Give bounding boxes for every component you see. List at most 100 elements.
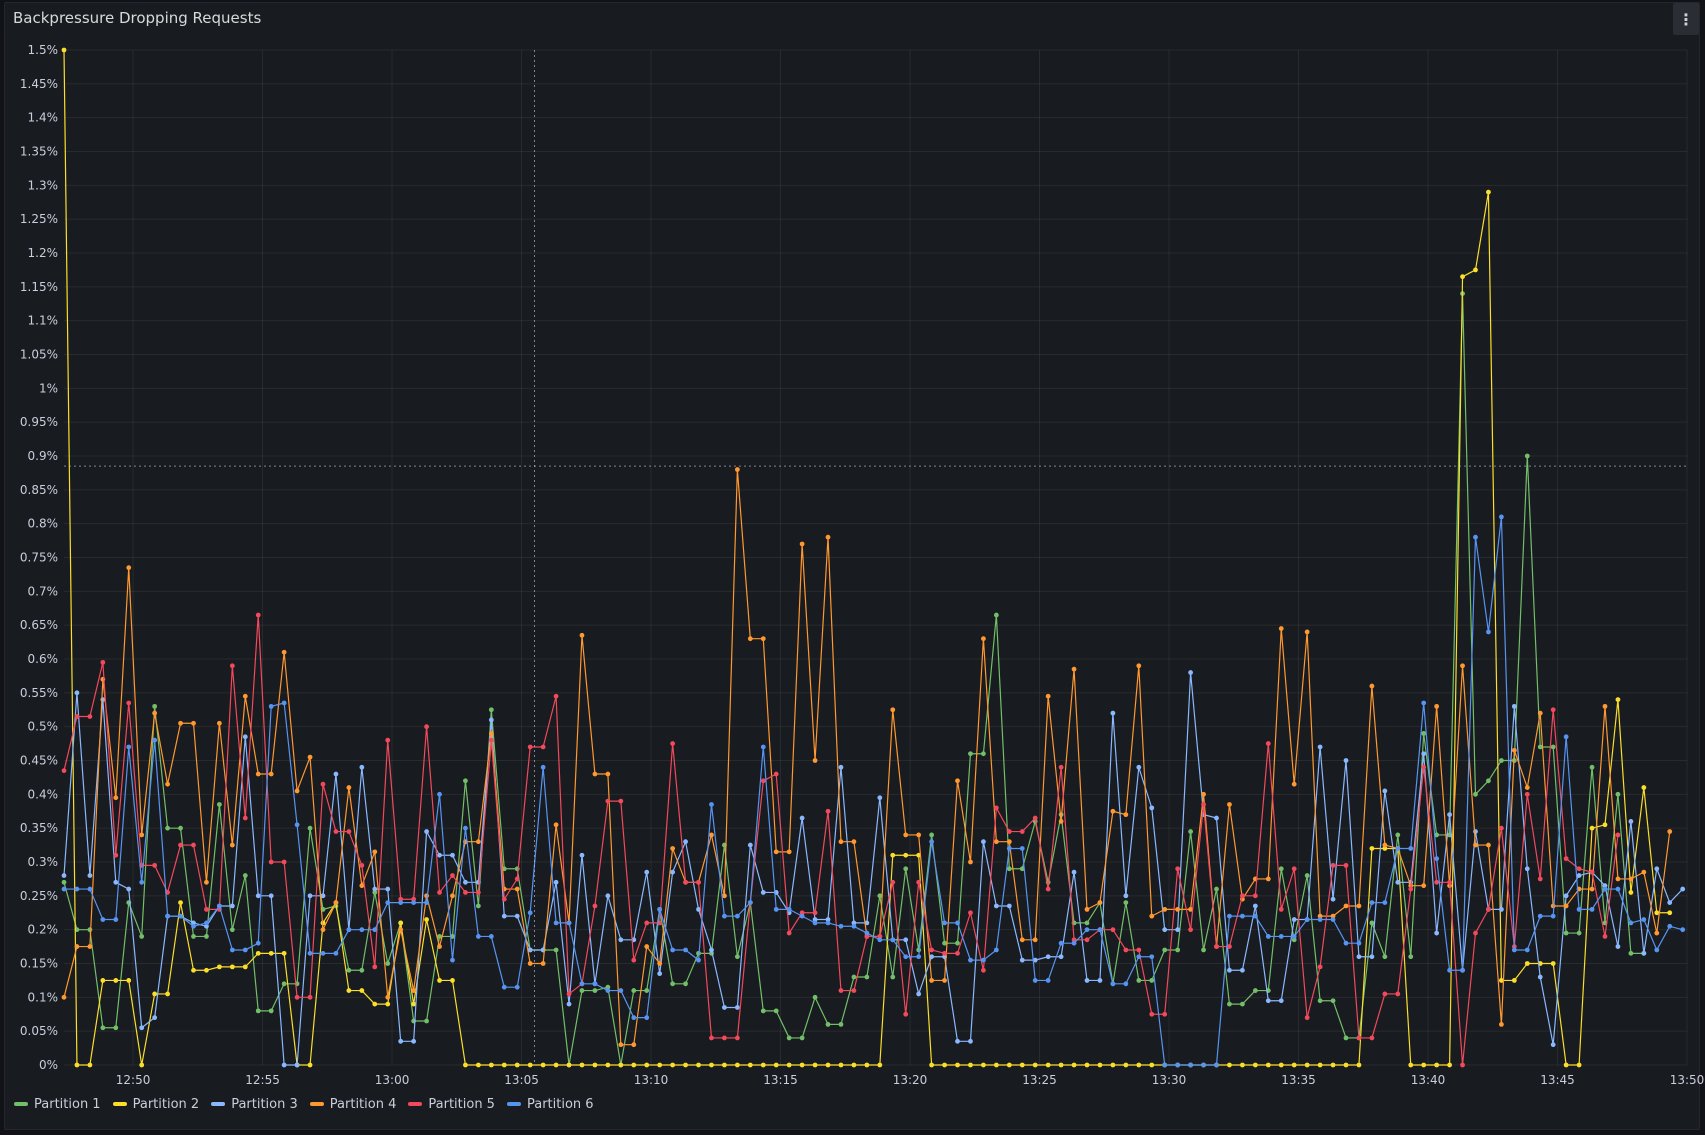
data-point <box>981 839 986 845</box>
data-point <box>1550 913 1556 919</box>
data-point <box>1110 927 1116 933</box>
data-point <box>799 1035 805 1041</box>
data-point <box>178 900 183 905</box>
data-point <box>281 700 287 706</box>
x-tick-label: 12:50 <box>116 1073 151 1087</box>
data-point <box>1550 903 1556 909</box>
data-point <box>385 900 391 905</box>
data-point <box>1563 1062 1569 1068</box>
data-point <box>1058 819 1064 824</box>
y-tick-label: 1.5% <box>28 43 59 57</box>
data-point <box>372 927 378 933</box>
legend-item[interactable]: Partition 5 <box>408 1097 495 1112</box>
data-point <box>74 886 80 892</box>
data-point <box>1097 927 1103 933</box>
data-point <box>437 791 442 797</box>
data-point <box>281 950 287 956</box>
y-tick-label: 0.85% <box>20 483 58 497</box>
data-point <box>981 957 986 963</box>
data-point <box>644 1015 650 1021</box>
y-tick-label: 0.6% <box>28 652 59 666</box>
data-point <box>61 873 67 878</box>
data-point <box>113 795 119 801</box>
data-point <box>87 886 93 892</box>
chart[interactable]: 0% 0.05% 0.1% 0.15% 0.2% 0.25% 0.3% 0.35% 0.4% 0.… <box>0 0 1705 1090</box>
data-point <box>255 950 261 956</box>
legend-item[interactable]: Partition 2 <box>112 1097 199 1112</box>
data-point <box>579 852 585 858</box>
data-point <box>825 1022 831 1027</box>
legend-item[interactable]: Partition 6 <box>506 1096 594 1112</box>
data-point <box>1421 764 1427 770</box>
data-point <box>1537 876 1543 882</box>
data-point <box>1149 805 1155 811</box>
data-point <box>1498 906 1504 912</box>
data-point <box>1045 978 1051 983</box>
data-point <box>1680 927 1686 933</box>
y-tick-label: 1.3% <box>28 178 59 192</box>
panel-title: Backpressure Dropping Requests <box>13 9 262 27</box>
data-point <box>216 802 222 807</box>
data-point <box>424 917 429 922</box>
data-point <box>501 913 507 919</box>
y-tick-label: 0.7% <box>28 584 59 598</box>
data-point <box>87 1062 93 1068</box>
data-point <box>1654 947 1660 953</box>
y-tick-label: 1.1% <box>28 314 59 328</box>
data-point <box>281 649 287 655</box>
data-point <box>851 1062 857 1068</box>
data-point <box>1343 940 1349 946</box>
data-point <box>657 1062 663 1068</box>
y-tick-label: 1.45% <box>20 77 58 91</box>
series-line <box>63 671 1684 1066</box>
series-line <box>63 293 1644 1066</box>
data-point <box>1473 267 1478 273</box>
data-point <box>566 991 572 997</box>
y-tick-label: 0.95% <box>20 415 58 429</box>
data-point <box>1602 822 1608 828</box>
legend-label: Partition 6 <box>526 1096 594 1112</box>
data-point <box>307 754 313 760</box>
data-point <box>398 920 404 926</box>
data-point <box>955 950 960 956</box>
y-tick-label: 0.9% <box>28 449 59 463</box>
data-point <box>1589 825 1595 831</box>
data-point <box>191 934 196 939</box>
data-point <box>683 947 688 953</box>
data-point <box>877 1062 883 1068</box>
data-point <box>942 1062 947 1068</box>
legend-item[interactable]: Partition 4 <box>309 1097 396 1112</box>
data-point <box>1486 189 1491 195</box>
data-point <box>100 1025 106 1031</box>
y-tick-label: 0.4% <box>28 787 59 801</box>
data-point <box>605 1062 611 1068</box>
data-point <box>385 1001 391 1007</box>
data-point <box>1602 703 1608 709</box>
legend-item[interactable]: Partition 3 <box>211 1097 298 1112</box>
data-point <box>1291 866 1297 872</box>
data-point <box>1667 923 1673 929</box>
data-point <box>1084 920 1090 926</box>
data-point <box>812 910 818 916</box>
data-point <box>1175 866 1181 872</box>
data-point <box>566 1001 572 1007</box>
data-point <box>1524 791 1530 797</box>
data-point <box>1615 944 1621 949</box>
data-point <box>333 829 339 834</box>
data-point <box>100 659 106 665</box>
legend-item[interactable]: Partition 1 <box>14 1097 101 1112</box>
data-point <box>1641 950 1647 956</box>
data-point <box>929 1062 935 1068</box>
data-point <box>877 795 883 801</box>
data-point <box>1473 791 1478 797</box>
kebab-menu-icon[interactable]: ⋮ <box>1673 3 1699 35</box>
data-point <box>644 1062 650 1068</box>
data-point <box>709 832 714 838</box>
data-point <box>1175 947 1181 953</box>
data-point <box>890 879 896 885</box>
data-point <box>372 964 378 970</box>
y-tick-label: 0.25% <box>20 889 58 903</box>
data-point <box>229 964 235 970</box>
data-point <box>1265 998 1271 1004</box>
data-point <box>1330 913 1336 919</box>
